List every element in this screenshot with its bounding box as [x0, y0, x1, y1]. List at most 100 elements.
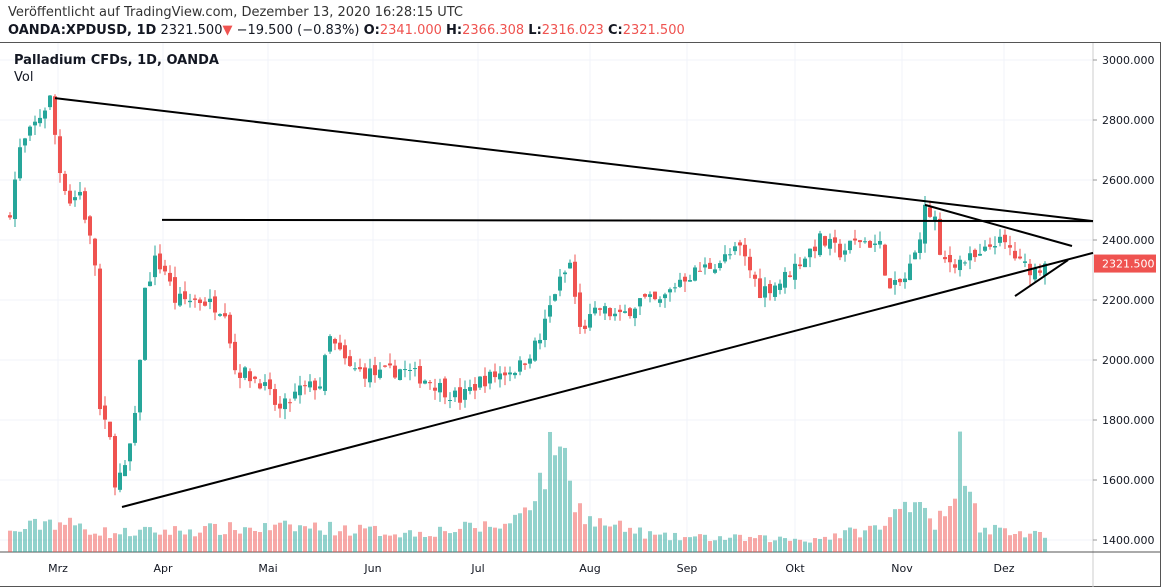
volume-bar	[698, 534, 702, 552]
candle-body	[808, 248, 812, 258]
volume-bar	[963, 485, 967, 552]
high-label: H:	[446, 23, 463, 38]
candle-body	[178, 293, 182, 306]
candle-body	[888, 278, 892, 289]
candle-body	[918, 239, 922, 253]
candle-body	[133, 412, 137, 443]
candle-body	[818, 233, 822, 256]
volume-bar	[428, 536, 432, 552]
candle-body	[413, 368, 417, 370]
volume-bar	[363, 528, 367, 552]
volume-bar	[18, 531, 22, 552]
volume-bar	[393, 534, 397, 552]
volume-bar	[463, 521, 467, 552]
candle-body	[33, 121, 37, 126]
candle-body	[718, 263, 722, 269]
candle-body	[73, 197, 77, 201]
low-label: L:	[528, 23, 542, 38]
volume-bar	[48, 519, 52, 552]
candle-body	[543, 318, 547, 341]
candle-body	[333, 339, 337, 344]
volume-bar	[723, 539, 727, 552]
candle-body	[313, 380, 317, 391]
symbol: OANDA:XPDUSD, 1D	[8, 23, 157, 38]
open-label: O:	[363, 23, 380, 38]
candle-body	[748, 256, 752, 271]
candle-body	[518, 360, 522, 372]
volume-bar	[158, 534, 162, 552]
candle-body	[388, 363, 392, 366]
y-tick-label: 1600.000	[1102, 474, 1155, 487]
candle-body	[48, 95, 52, 108]
volume-bar	[338, 531, 342, 552]
candle-body	[348, 356, 352, 366]
candle-body	[248, 371, 252, 382]
x-tick-label: Jul	[470, 562, 484, 575]
volume-bar	[743, 541, 747, 552]
volume-bar	[323, 534, 327, 552]
candle-body	[1013, 250, 1017, 259]
candle-body	[393, 365, 397, 378]
volume-bar	[473, 528, 477, 552]
volume-bar	[1023, 537, 1027, 552]
candle-body	[583, 325, 587, 329]
candle-body	[523, 363, 527, 365]
x-tick-label: Okt	[785, 562, 805, 575]
volume-bar	[1008, 535, 1012, 552]
volume-bar	[343, 525, 347, 552]
volume-bar	[1003, 528, 1007, 552]
candle-body	[733, 246, 737, 252]
volume-bar	[53, 529, 57, 552]
candle-body	[438, 382, 442, 393]
volume-bar	[488, 526, 492, 552]
candle-body	[483, 375, 487, 387]
volume-bar	[1033, 530, 1037, 552]
low-value: 2316.023	[541, 23, 604, 38]
volume-bar	[623, 531, 627, 552]
volume-bar	[548, 431, 552, 552]
candle-body	[898, 278, 902, 283]
candle-body	[828, 238, 832, 249]
volume-bar	[563, 447, 567, 552]
candle-body	[23, 138, 27, 146]
volume-bar	[788, 540, 792, 552]
candle-body	[743, 244, 747, 257]
volume-bar	[448, 533, 452, 552]
candle-body	[468, 387, 472, 391]
volume-bar	[1018, 531, 1022, 552]
candle-body	[203, 301, 207, 306]
candle-body	[978, 253, 982, 256]
y-tick-label: 2600.000	[1102, 174, 1155, 187]
candle-body	[968, 253, 972, 261]
volume-bar	[1043, 537, 1047, 552]
candle-body	[673, 287, 677, 289]
volume-bar	[643, 538, 647, 552]
volume-bar	[628, 527, 632, 552]
volume-bar	[803, 541, 807, 552]
volume-bar	[58, 522, 62, 552]
volume-bar	[978, 532, 982, 552]
trendline	[121, 251, 1094, 508]
volume-bar	[228, 522, 232, 552]
volume-bar	[73, 525, 77, 552]
volume-bar	[263, 523, 267, 552]
candle-body	[913, 252, 917, 260]
y-tick-label: 1400.000	[1102, 534, 1155, 547]
volume-bar	[833, 533, 837, 552]
candle-body	[628, 308, 632, 317]
candle-body	[933, 216, 937, 221]
volume-bar	[423, 537, 427, 552]
candle-body	[1043, 263, 1047, 276]
volume-bar	[588, 516, 592, 552]
y-tick-label: 2400.000	[1102, 234, 1155, 247]
candle-body	[798, 264, 802, 267]
candle-body	[153, 255, 157, 278]
candle-body	[173, 277, 177, 303]
volume-bar	[258, 532, 262, 552]
chart-legend: Palladium CFDs, 1D, OANDA Vol	[14, 52, 219, 86]
volume-bar	[708, 541, 712, 552]
volume-bar	[178, 530, 182, 552]
volume-bar	[288, 524, 292, 552]
volume-bar	[118, 534, 122, 552]
